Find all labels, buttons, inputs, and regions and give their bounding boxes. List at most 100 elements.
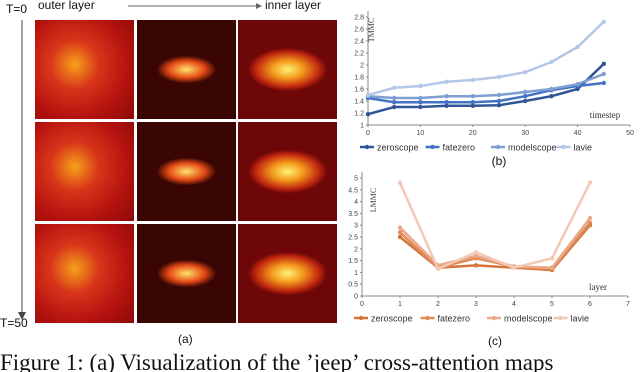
legend-label: zeroscope xyxy=(371,314,413,324)
legend-label: modelscope xyxy=(508,143,557,153)
x-tick-label: 4 xyxy=(512,301,516,308)
y-tick-label: 1 xyxy=(354,270,358,277)
heatmap xyxy=(35,20,134,119)
time-start: T=0 xyxy=(6,2,28,16)
legend-label: fatezero xyxy=(438,314,471,324)
point xyxy=(549,256,555,261)
series-line xyxy=(398,182,592,271)
heatmap xyxy=(238,20,337,119)
arrow-head xyxy=(18,312,26,320)
series-line xyxy=(367,62,605,116)
y-tick-label: 3.5 xyxy=(348,211,358,218)
heatmap xyxy=(137,20,236,119)
legend-marker xyxy=(430,144,435,150)
y-tick-label: 0.5 xyxy=(348,282,358,289)
point xyxy=(523,98,528,104)
y-tick-label: 1.5 xyxy=(348,258,358,265)
y-tick-label: 1.4 xyxy=(354,99,364,106)
x-tick-label: 40 xyxy=(574,130,582,137)
series-line xyxy=(367,81,604,104)
x-tick-label: 50 xyxy=(626,130,634,137)
heatmap xyxy=(238,224,337,323)
y-tick-label: 5 xyxy=(354,176,358,183)
point xyxy=(587,215,593,221)
point xyxy=(418,104,423,110)
y-tick-label: 1.6 xyxy=(354,87,364,94)
legend-marker xyxy=(364,144,370,150)
point xyxy=(397,225,403,230)
x-tick-label: 6 xyxy=(588,301,592,308)
legend-marker xyxy=(425,315,430,321)
point xyxy=(601,61,606,66)
x-tick-label: 1 xyxy=(398,301,402,308)
y-tick-label: 2.8 xyxy=(354,15,364,22)
point xyxy=(496,74,502,80)
point xyxy=(392,100,397,105)
point xyxy=(392,104,397,110)
x-tick-label: 2 xyxy=(436,301,440,308)
y-tick-label: 1.8 xyxy=(354,75,364,82)
y-tick-label: 2.5 xyxy=(348,235,358,242)
y-tick-label: 2 xyxy=(360,63,364,70)
point xyxy=(523,89,528,95)
point xyxy=(418,83,423,89)
point xyxy=(511,265,517,270)
point xyxy=(365,92,371,98)
point xyxy=(397,180,403,185)
point xyxy=(418,95,423,101)
point xyxy=(549,94,554,99)
point xyxy=(444,79,449,85)
point xyxy=(470,100,475,105)
y-axis-label: LMMC xyxy=(369,188,378,212)
legend-label: lavie xyxy=(574,143,593,153)
inner-label: inner layer xyxy=(265,0,322,12)
point xyxy=(523,70,528,75)
x-tick-label: 20 xyxy=(469,130,477,137)
x-axis-label: layer xyxy=(589,282,607,292)
legend-label: zeroscope xyxy=(377,143,419,153)
point xyxy=(435,266,441,272)
point xyxy=(575,44,580,50)
legend-label: fatezero xyxy=(443,143,476,153)
point xyxy=(470,94,475,99)
point xyxy=(444,103,449,109)
point xyxy=(473,263,479,268)
point xyxy=(496,98,502,104)
y-tick-label: 1.2 xyxy=(354,111,364,118)
point xyxy=(601,71,606,77)
point xyxy=(549,265,555,270)
point xyxy=(397,234,403,240)
point xyxy=(601,19,606,24)
panel-label: (c) xyxy=(488,334,502,348)
point xyxy=(365,112,371,117)
point xyxy=(444,100,449,105)
heatmap xyxy=(35,122,134,221)
point xyxy=(496,92,502,98)
x-tick-label: 0 xyxy=(366,130,370,137)
point xyxy=(392,95,397,101)
x-tick-label: 5 xyxy=(550,301,554,308)
y-tick-label: 4 xyxy=(354,199,358,206)
point xyxy=(549,86,554,92)
y-tick-label: 2.4 xyxy=(354,39,364,46)
panel-label: (b) xyxy=(492,154,507,168)
heatmap xyxy=(238,122,337,221)
point xyxy=(473,253,479,259)
x-tick-label: 7 xyxy=(626,301,630,308)
outer-label: outer layer xyxy=(38,0,95,12)
series-line xyxy=(367,20,605,97)
y-tick-label: 2.6 xyxy=(354,27,364,34)
y-tick-label: 4.5 xyxy=(348,187,358,194)
point xyxy=(444,94,449,99)
y-tick-label: 1 xyxy=(360,123,364,130)
point xyxy=(549,59,554,65)
heatmap xyxy=(137,122,236,221)
legend-label: lavie xyxy=(571,314,590,324)
legend-marker xyxy=(561,144,566,150)
caption: Figure 1: (a) Visualization of the ’jeep… xyxy=(0,350,554,372)
x-axis-label: timestep xyxy=(590,110,621,120)
legend-label: modelscope xyxy=(504,314,553,324)
